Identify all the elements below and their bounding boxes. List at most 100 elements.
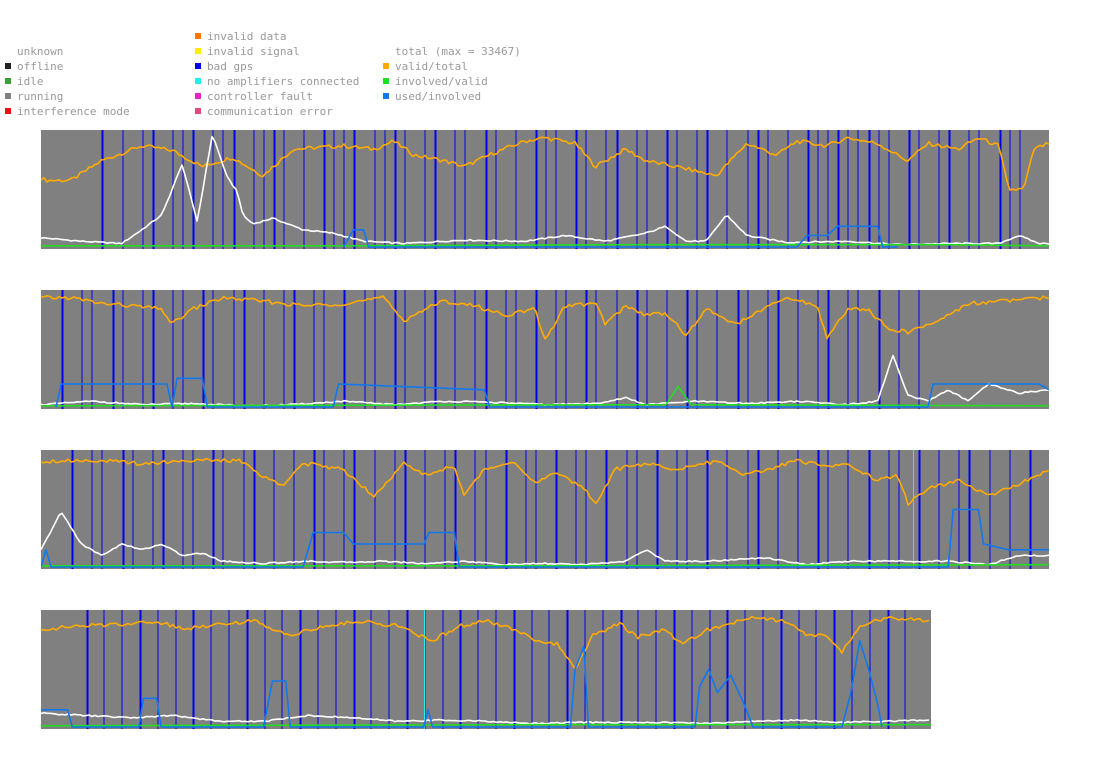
legend-swatch [195, 63, 201, 69]
bad-gps-bar [454, 450, 457, 569]
bad-gps-bar [798, 610, 800, 729]
bad-gps-bar [404, 450, 407, 569]
bad-gps-bar [847, 130, 849, 249]
legend-label: involved/valid [395, 75, 488, 88]
bad-gps-bar [374, 290, 376, 409]
bad-gps-bar [263, 130, 265, 249]
bad-gps-bar [222, 450, 224, 569]
bad-gps-bar [210, 610, 212, 729]
bad-gps-bar [505, 450, 508, 569]
bad-gps-bar [442, 610, 444, 729]
involved-valid-line [41, 723, 931, 727]
bad-gps-bar [833, 610, 836, 729]
bad-gps-bar [716, 290, 718, 409]
bad-gps-bar [281, 610, 283, 729]
bad-gps-bar [406, 610, 409, 729]
legend-swatch [195, 48, 201, 54]
legend-label: invalid data [207, 30, 287, 43]
bad-gps-bar [273, 450, 275, 569]
bad-gps-bar [535, 450, 537, 569]
bad-gps-bar [747, 290, 749, 409]
legend-item: valid/total [383, 60, 468, 73]
bad-gps-bar [233, 290, 235, 409]
bad-gps-bar [370, 610, 372, 729]
bad-gps-bar [293, 450, 295, 569]
legend-swatch [195, 108, 201, 114]
bad-gps-bar [142, 290, 144, 409]
bad-gps-bar [706, 130, 709, 249]
bad-gps-bar [515, 130, 517, 249]
bad-gps-bar [1019, 130, 1021, 249]
bad-gps-bar [122, 450, 125, 569]
valid-total-line [41, 615, 930, 670]
bad-gps-bar [908, 130, 911, 249]
bad-gps-bar [454, 290, 456, 409]
bad-gps-bar [918, 450, 921, 569]
used-involved-line [55, 377, 1049, 408]
bad-gps-bar [228, 610, 230, 729]
bad-gps-bar [139, 610, 142, 729]
bad-gps-bar [815, 610, 817, 729]
bad-gps-bar [333, 130, 335, 249]
bad-gps-bar [86, 610, 89, 729]
bad-gps-bar [676, 130, 678, 249]
bad-gps-bar [827, 290, 830, 409]
bad-gps-bar [566, 610, 569, 729]
bad-gps-bar [182, 450, 184, 569]
bad-gps-bar [938, 450, 940, 569]
legend-item: involved/valid [383, 75, 488, 88]
bad-gps-bar [888, 450, 890, 569]
total-line [41, 711, 930, 725]
bad-gps-bar [555, 290, 557, 409]
bad-gps-bar [847, 290, 849, 409]
bad-gps-bar [464, 130, 466, 249]
legend-swatch [383, 48, 389, 54]
bad-gps-bar [655, 610, 657, 729]
involved-valid-line [41, 243, 1049, 247]
legend-item: controller fault [195, 90, 313, 103]
bad-gps-bar [797, 290, 799, 409]
bad-gps-bar [666, 290, 668, 409]
bad-gps-bar [726, 450, 728, 569]
bad-gps-bar [605, 450, 608, 569]
bad-gps-bar [91, 450, 93, 569]
legend-label: total (max = 33467) [395, 45, 521, 58]
running-background [41, 130, 1049, 249]
bad-gps-bar [353, 130, 356, 249]
bad-gps-bar [851, 610, 853, 729]
chart-strip-4-svg [41, 610, 931, 729]
bad-gps-bar [243, 450, 245, 569]
chart-strip-2 [41, 290, 1049, 409]
bad-gps-bar [222, 130, 224, 249]
bad-gps-bar [122, 290, 124, 409]
bad-gps-bar [81, 290, 83, 409]
legend-label: idle [17, 75, 44, 88]
bad-gps-bar [459, 610, 462, 729]
bad-gps-bar [343, 130, 345, 249]
bad-gps-bar [152, 290, 155, 409]
bad-gps-bar [636, 130, 638, 249]
bad-gps-bar [283, 290, 285, 409]
bad-gps-bar [317, 610, 319, 729]
bad-gps-bar [243, 290, 246, 409]
bad-gps-bar [887, 610, 890, 729]
bad-gps-bar [313, 290, 315, 409]
used-involved-line [342, 225, 898, 248]
bad-gps-bar [444, 450, 446, 569]
bad-gps-bar [485, 130, 488, 249]
bad-gps-bar [212, 450, 215, 569]
bad-gps-bar [101, 450, 103, 569]
bad-gps-bar [878, 290, 881, 409]
bad-gps-bar [847, 450, 849, 569]
bad-gps-bar [91, 290, 93, 409]
bad-gps-bar [364, 290, 366, 409]
bad-gps-bar [878, 130, 880, 249]
bad-gps-bar [353, 450, 356, 569]
bad-gps-bar [602, 610, 604, 729]
bad-gps-bar [637, 610, 639, 729]
bad-gps-bar [424, 450, 426, 569]
valid-total-line [41, 457, 1049, 506]
bad-gps-bar [817, 450, 820, 569]
bad-gps-bar [744, 610, 746, 729]
bad-gps-bar [303, 130, 305, 249]
